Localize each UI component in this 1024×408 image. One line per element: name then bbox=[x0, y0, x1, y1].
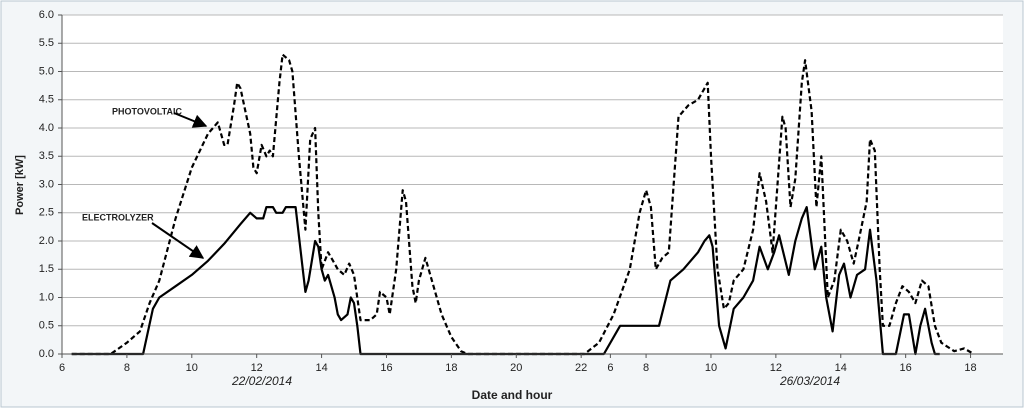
x-tick-label: 18 bbox=[445, 362, 457, 374]
annotation-arrow bbox=[173, 112, 208, 128]
x-tick-label: 10 bbox=[705, 362, 717, 374]
y-tick-label: 3.0 bbox=[39, 178, 54, 190]
x-tick-label: 16 bbox=[380, 362, 392, 374]
y-tick-label: 0.5 bbox=[39, 320, 54, 332]
x-tick-label: 20 bbox=[510, 362, 522, 374]
annotation-arrow bbox=[151, 222, 205, 259]
series-line bbox=[71, 206, 940, 356]
y-tick-label: 1.0 bbox=[39, 291, 54, 303]
y-tick-label: 4.5 bbox=[39, 94, 54, 106]
x-tick-label: 16 bbox=[900, 362, 912, 374]
x-tick-label: 12 bbox=[251, 362, 263, 374]
y-tick-label: 0.0 bbox=[39, 348, 54, 360]
y-axis-title: Power [kW] bbox=[14, 155, 26, 215]
x-tick-label: 8 bbox=[124, 362, 130, 374]
x-tick-label: 22 bbox=[575, 362, 587, 374]
y-tick-label: 2.0 bbox=[39, 235, 54, 247]
x-tick-label: 14 bbox=[835, 362, 847, 374]
y-tick-label: 5.0 bbox=[39, 65, 54, 77]
series-annotation: PHOTOVOLTAIC bbox=[112, 106, 183, 116]
x-tick-label: 6 bbox=[59, 362, 65, 374]
x-tick-label: 8 bbox=[643, 362, 649, 374]
x-tick-label: 12 bbox=[770, 362, 782, 374]
y-tick-label: 5.5 bbox=[39, 37, 54, 49]
y-tick-label: 2.5 bbox=[39, 207, 54, 219]
date-label: 22/02/2014 bbox=[231, 374, 292, 388]
x-axis-title: Date and hour bbox=[472, 388, 553, 402]
x-tick-label: 14 bbox=[315, 362, 327, 374]
y-tick-label: 3.5 bbox=[39, 150, 54, 162]
series-annotation: ELECTROLYZER bbox=[82, 212, 154, 222]
y-tick-label: 1.5 bbox=[39, 263, 54, 275]
x-tick-label: 18 bbox=[964, 362, 976, 374]
x-tick-label: 10 bbox=[186, 362, 198, 374]
y-tick-label: 4.0 bbox=[39, 122, 54, 134]
date-label: 26/03/2014 bbox=[779, 374, 840, 388]
y-tick-label: 6.0 bbox=[39, 9, 54, 21]
x-tick-label: 6 bbox=[607, 362, 613, 374]
